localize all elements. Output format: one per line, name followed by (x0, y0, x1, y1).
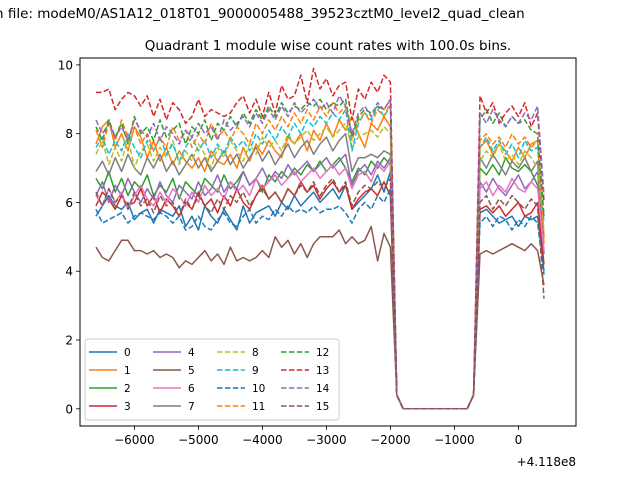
x-tick-label: −4000 (242, 433, 283, 447)
y-tick-label: 10 (58, 58, 73, 72)
legend-label-1: 1 (124, 365, 131, 377)
legend-label-4: 4 (188, 347, 195, 359)
legend-label-6: 6 (188, 383, 195, 395)
legend-label-10: 10 (252, 383, 265, 395)
legend-box (84, 338, 340, 421)
y-axis: 0 2 4 6 8 10 (58, 58, 80, 416)
legend-label-2: 2 (124, 383, 131, 395)
x-tick-label: −6000 (114, 433, 155, 447)
legend-label-11: 11 (252, 401, 265, 413)
x-offset-label: +4.118e8 (517, 455, 576, 469)
legend-label-13: 13 (316, 365, 329, 377)
legend-label-12: 12 (316, 347, 329, 359)
axes-frame (79, 57, 577, 427)
x-tick-label: −5000 (178, 433, 219, 447)
series-line-11 (95, 101, 545, 410)
legend-label-9: 9 (252, 365, 259, 377)
x-tick-label: −3000 (306, 433, 347, 447)
legend-label-15: 15 (316, 401, 329, 413)
x-tick-label: −1000 (434, 433, 475, 447)
x-axis: −6000 −5000 −4000 −3000 −2000 −1000 0 (114, 426, 522, 447)
legend-label-0: 0 (124, 347, 131, 359)
plot-area (95, 67, 545, 410)
legend-label-5: 5 (188, 365, 195, 377)
y-tick-label: 6 (65, 196, 73, 210)
figure-suptitle: n file: modeM0/AS1A12_018T01_9000005488_… (0, 6, 525, 22)
y-tick-label: 8 (65, 127, 73, 141)
legend-label-3: 3 (124, 401, 131, 413)
x-tick-label: 0 (515, 433, 523, 447)
y-tick-label: 2 (65, 334, 73, 348)
legend-label-7: 7 (188, 401, 195, 413)
y-tick-label: 4 (65, 265, 73, 279)
y-tick-label: 0 (65, 402, 73, 416)
legend-label-8: 8 (252, 347, 259, 359)
legend-label-14: 14 (316, 383, 330, 395)
x-tick-label: −2000 (370, 433, 411, 447)
series-line-15 (95, 177, 545, 410)
chart-title: Quadrant 1 module wise count rates with … (145, 38, 511, 54)
